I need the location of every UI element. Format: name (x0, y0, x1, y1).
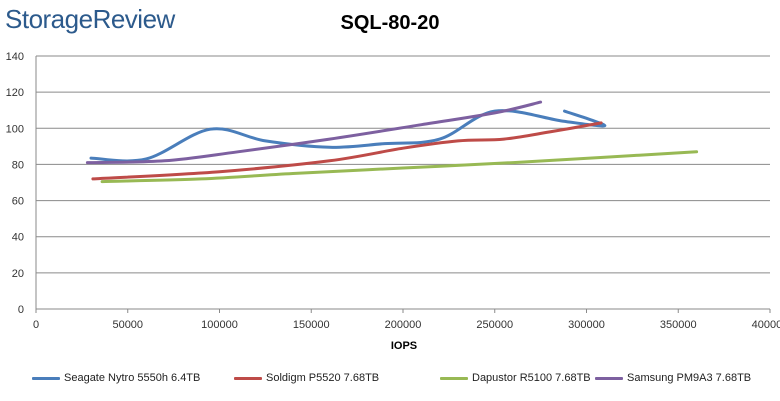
legend-label: Soldigm P5520 7.68TB (266, 372, 380, 384)
y-tick-label: 20 (12, 268, 24, 280)
legend-item: Samsung PM9A3 7.68TB (595, 372, 751, 384)
series-line-4 (85, 100, 543, 165)
legend-swatch (32, 376, 60, 380)
y-tick-label: 80 (12, 159, 24, 171)
x-tick-label: 150000 (293, 319, 330, 331)
x-tick-label: 300000 (568, 319, 605, 331)
x-tick-label: 350000 (660, 319, 697, 331)
legend-label: Dapustor R5100 7.68TB (472, 372, 591, 384)
y-tick-label: 120 (6, 87, 24, 99)
y-tick-label: 40 (12, 232, 24, 244)
legend-swatch (234, 376, 262, 380)
storagereview-logo: StorageReview (5, 4, 175, 34)
x-axis-label: IOPS (391, 340, 417, 352)
legend-label: Seagate Nytro 5550h 6.4TB (64, 372, 201, 384)
x-tick-label: 100000 (201, 319, 238, 331)
legend-swatch (440, 376, 468, 380)
x-tick-label: 0 (33, 319, 39, 331)
series-line-2 (91, 121, 603, 181)
y-tick-label: 100 (6, 123, 24, 135)
y-tick-label: 0 (18, 304, 24, 316)
x-tick-label: 200000 (385, 319, 422, 331)
chart-title: SQL-80-20 (340, 12, 440, 34)
legend-item: Soldigm P5520 7.68TB (234, 372, 379, 384)
legend-item: Seagate Nytro 5550h 6.4TB (32, 372, 200, 384)
legend: Seagate Nytro 5550h 6.4TB Soldigm P5520 7… (0, 369, 780, 389)
y-tick-label: 140 (6, 51, 24, 63)
legend-swatch (595, 376, 623, 380)
legend-item: Dapustor R5100 7.68TB (440, 372, 591, 384)
legend-label: Samsung PM9A3 7.68TB (627, 372, 752, 384)
series-line-1 (89, 109, 607, 163)
series-line-3 (100, 150, 699, 184)
y-tick-label: 60 (12, 196, 24, 208)
x-tick-label: 400000 (752, 319, 780, 331)
x-tick-label: 50000 (112, 319, 143, 331)
line-chart: 0 20 40 60 80 100 120 140 0 50000 100000 150000 200… (6, 51, 780, 352)
x-tick-label: 250000 (476, 319, 513, 331)
